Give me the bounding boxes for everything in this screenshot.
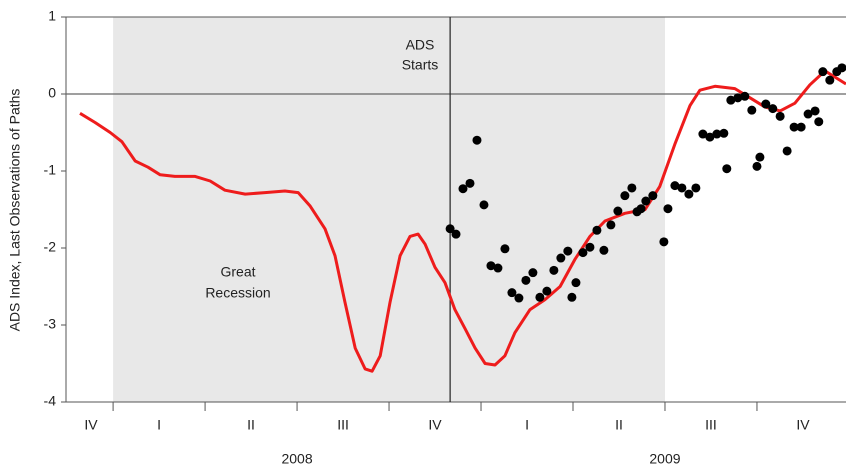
annotation: Starts — [402, 57, 439, 73]
observation-point — [556, 253, 566, 263]
observation-point — [472, 135, 482, 145]
observation-point — [810, 106, 820, 116]
observation-point — [578, 248, 588, 258]
observation-point — [761, 99, 771, 109]
observation-point — [486, 261, 496, 271]
observation-point — [740, 91, 750, 101]
observation-point — [641, 196, 651, 206]
observation-point — [592, 225, 602, 235]
background-layer — [65, 16, 846, 403]
observation-point — [636, 204, 646, 214]
annotation: Great — [220, 264, 255, 280]
observation-point — [726, 95, 736, 105]
observation-point — [705, 132, 715, 142]
observation-point — [782, 146, 792, 156]
observation-point — [563, 246, 573, 256]
observation-point — [500, 244, 510, 254]
observation-point — [684, 189, 694, 199]
observation-point — [733, 93, 743, 103]
y-tick-label: 1 — [48, 8, 56, 24]
quarter-label: IV — [84, 417, 98, 433]
observation-point — [691, 183, 701, 193]
observation-point — [599, 245, 609, 255]
observation-point — [818, 67, 828, 77]
observation-point — [493, 263, 503, 273]
observation-point — [814, 117, 824, 127]
year-label: 2008 — [281, 451, 312, 467]
observation-point — [752, 161, 762, 171]
observation-point — [535, 292, 545, 302]
observation-point — [712, 129, 722, 139]
y-tick-label: -2 — [44, 239, 57, 255]
observation-point — [606, 220, 616, 230]
observation-point — [549, 265, 559, 275]
y-tick-label: 0 — [48, 85, 56, 101]
y-tick-label: -3 — [44, 316, 57, 332]
observation-point — [514, 293, 524, 303]
quarter-label: I — [525, 417, 529, 433]
observation-point — [747, 105, 757, 115]
observation-point — [571, 278, 581, 288]
observation-point — [768, 104, 778, 114]
ads-line — [79, 69, 846, 373]
observation-point — [796, 122, 806, 132]
observation-point — [613, 206, 623, 216]
observation-point — [465, 178, 475, 188]
observation-point — [458, 184, 468, 194]
observation-point — [627, 183, 637, 193]
observation-point — [521, 275, 531, 285]
y-axis-label: ADS Index, Last Observations of Paths — [7, 89, 23, 332]
quarter-label: III — [337, 417, 349, 433]
observation-point — [528, 268, 538, 278]
observation-point — [585, 242, 595, 252]
observation-point — [542, 286, 552, 296]
quarter-label: III — [705, 417, 717, 433]
observation-point — [775, 111, 785, 121]
observation-point — [755, 152, 765, 162]
y-tick-label: -1 — [44, 162, 57, 178]
observation-point — [722, 164, 732, 174]
annotation: Recession — [205, 285, 270, 301]
quarter-label: I — [157, 417, 161, 433]
observation-point — [451, 229, 461, 239]
quarter-label: II — [615, 417, 623, 433]
observation-point — [663, 204, 673, 214]
observation-point — [670, 181, 680, 191]
observation-point — [789, 122, 799, 132]
observation-point — [803, 109, 813, 119]
observation-point — [659, 237, 669, 247]
y-tick-label: -4 — [44, 393, 57, 409]
observation-point — [445, 224, 455, 234]
observation-point — [479, 200, 489, 210]
observation-point — [837, 63, 846, 73]
observation-point — [507, 288, 517, 298]
quarter-label: IV — [796, 417, 810, 433]
year-label: 2009 — [649, 451, 680, 467]
annotation: ADS — [406, 37, 435, 53]
observation-point — [620, 191, 630, 201]
quarter-label: IV — [428, 417, 442, 433]
observation-point — [719, 128, 729, 138]
observation-point — [698, 129, 708, 139]
observation-point — [567, 292, 577, 302]
observation-point — [825, 75, 835, 85]
recession-shade — [113, 17, 665, 402]
observation-point — [648, 191, 658, 201]
quarter-label: II — [247, 417, 255, 433]
observation-point — [677, 183, 687, 193]
